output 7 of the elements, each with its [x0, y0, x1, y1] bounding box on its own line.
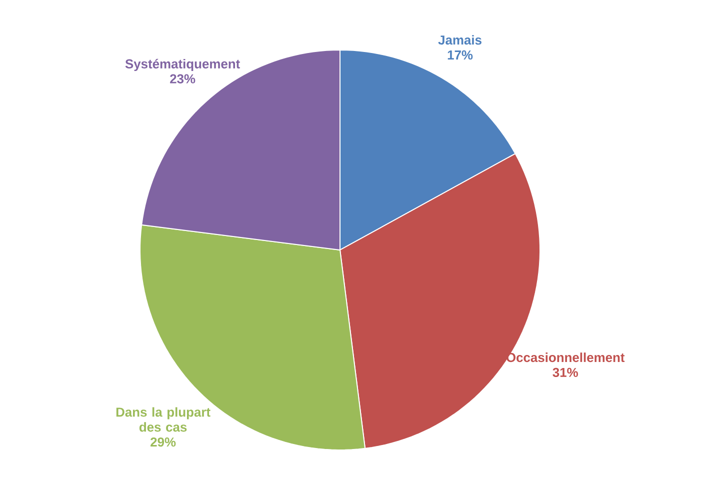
data-label: 17%: [448, 50, 473, 60]
slice-label: Systématiquement: [125, 58, 240, 72]
slice-label: Jamais: [438, 35, 482, 45]
data-label: 31%: [552, 368, 578, 378]
slice-label: Dans la plupart des cas: [116, 407, 210, 432]
data-label: 23%: [170, 74, 196, 84]
data-label: 29%: [150, 437, 176, 447]
